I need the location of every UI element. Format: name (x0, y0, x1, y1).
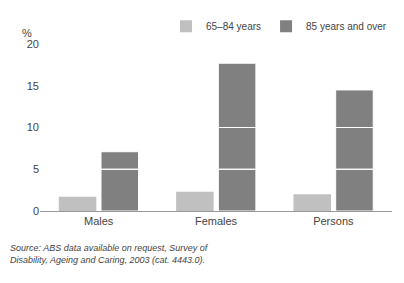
svg-text:0: 0 (33, 205, 39, 217)
svg-text:20: 20 (27, 38, 39, 50)
svg-text:10: 10 (27, 121, 39, 133)
svg-text:65–84 years: 65–84 years (206, 21, 261, 32)
svg-text:15: 15 (27, 80, 39, 92)
svg-text:Source: ABS data available on: Source: ABS data available on request, S… (10, 243, 209, 265)
svg-text:%: % (22, 27, 32, 39)
svg-text:Females: Females (195, 215, 238, 227)
svg-text:Males: Males (84, 215, 114, 227)
svg-text:Persons: Persons (313, 215, 354, 227)
svg-text:5: 5 (33, 163, 39, 175)
svg-text:85 years and over: 85 years and over (306, 21, 387, 32)
